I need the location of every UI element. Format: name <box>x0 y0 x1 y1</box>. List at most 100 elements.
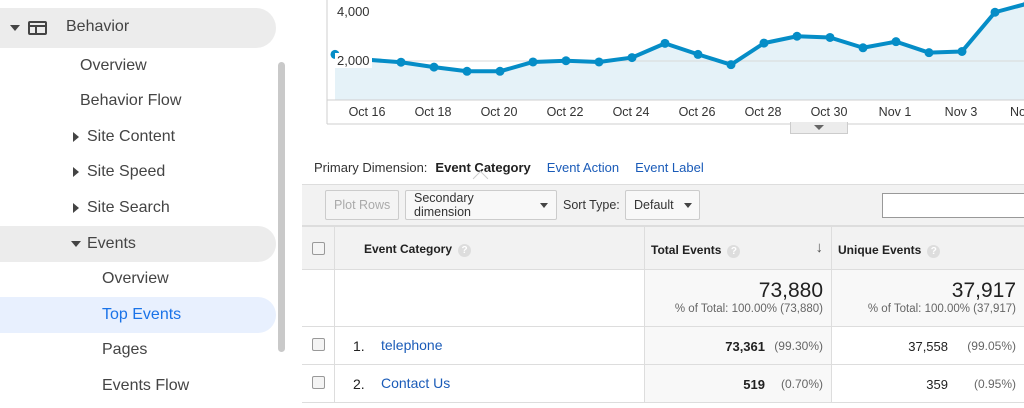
sidebar-item-events-flow[interactable]: Events Flow <box>102 368 189 404</box>
y-tick-label: 2,000 <box>335 53 372 68</box>
event-category-link[interactable]: Contact Us <box>381 375 451 391</box>
sidebar-section-behavior[interactable]: Behavior <box>0 8 276 48</box>
chevron-down-icon <box>814 125 824 130</box>
sidebar-item-top-events[interactable]: Top Events <box>0 297 276 333</box>
total-events-percent: % of Total: 100.00% (73,880) <box>674 303 823 315</box>
chart-point-oct-29[interactable] <box>792 31 802 41</box>
header-label: Total Events <box>651 243 722 257</box>
x-tick-label: Oct 28 <box>744 105 782 119</box>
sidebar-item-site-content[interactable]: Site Content <box>73 119 175 155</box>
chart-point-oct-21[interactable] <box>528 57 538 67</box>
sidebar-item-label: Events <box>87 235 136 252</box>
select-all-checkbox[interactable] <box>312 242 325 255</box>
help-icon[interactable]: ? <box>727 245 741 258</box>
chart-point-oct-18[interactable] <box>429 62 439 72</box>
sidebar-item-label: Site Search <box>87 199 170 216</box>
sidebar-item-label: Top Events <box>102 306 182 323</box>
unique-events-row-percent: (0.95%) <box>973 377 1016 391</box>
sort-type-value: Default <box>634 198 674 212</box>
chart-point-oct-23[interactable] <box>594 57 604 67</box>
chart-point-oct-30[interactable] <box>825 32 835 42</box>
sidebar-item-events[interactable]: Events <box>0 226 276 262</box>
x-tick-label: Oct 26 <box>678 105 716 119</box>
table-search-input[interactable] <box>882 193 1024 218</box>
sidebar-item-label: Site Speed <box>87 163 166 180</box>
unique-events-header[interactable]: Unique Events? <box>838 243 941 258</box>
x-tick-label: Oct 18 <box>414 105 452 119</box>
sidebar-item-label: Events Flow <box>102 377 190 394</box>
dimension-event-category: Event Category <box>435 159 531 175</box>
total-events-header[interactable]: Total Events? <box>651 243 741 258</box>
y-tick-label: 4,000 <box>335 4 372 19</box>
caret-right-icon <box>73 167 79 177</box>
header-label: Unique Events <box>838 243 922 257</box>
chart-point-oct-27[interactable] <box>726 60 736 70</box>
sidebar-item-site-search[interactable]: Site Search <box>73 190 170 226</box>
chart-point-nov-2[interactable] <box>924 48 934 58</box>
caret-right-icon <box>73 203 79 213</box>
dimension-event-action-link[interactable]: Event Action <box>546 159 620 175</box>
unique-events-percent: % of Total: 100.00% (37,917) <box>867 303 1016 315</box>
sidebar-item-pages[interactable]: Pages <box>102 332 147 368</box>
secondary-dimension-dropdown[interactable]: Secondary dimension <box>405 190 557 220</box>
chart-area-fill <box>335 4 1024 100</box>
plot-rows-label: Plot Rows <box>334 198 391 212</box>
chart-point-oct-26[interactable] <box>693 49 703 59</box>
sidebar-item-site-speed[interactable]: Site Speed <box>73 154 165 190</box>
row-rank: 2. <box>353 376 365 392</box>
sort-descending-icon[interactable]: ↓ <box>815 239 824 256</box>
chart-collapse-toggle[interactable] <box>790 122 848 134</box>
sidebar: Behavior Overview Behavior Flow Site Con… <box>0 0 290 408</box>
dimension-event-label-link[interactable]: Event Label <box>635 159 704 175</box>
sort-type-label: Sort Type: <box>563 198 620 212</box>
chart-point-oct-28[interactable] <box>759 38 769 48</box>
chart-point-oct-31[interactable] <box>858 43 868 53</box>
chart-point-oct-19[interactable] <box>462 66 472 76</box>
sidebar-item-label: Pages <box>102 341 148 358</box>
chart-point-oct-22[interactable] <box>561 56 571 66</box>
dropdown-caret-icon <box>540 202 548 208</box>
event-category-header[interactable]: Event Category? <box>364 242 472 257</box>
plot-rows-button[interactable]: Plot Rows <box>325 190 400 220</box>
row-checkbox[interactable] <box>312 376 325 389</box>
sidebar-item-label: Overview <box>80 57 147 74</box>
help-icon[interactable]: ? <box>927 245 941 258</box>
table-toolbar: Plot Rows Secondary dimension Sort Type:… <box>302 184 1024 226</box>
chart-point-oct-17[interactable] <box>396 57 406 67</box>
x-tick-label: Nov 3 <box>944 105 978 119</box>
dropdown-caret-icon <box>683 202 692 208</box>
header-label: Event Category <box>364 242 453 256</box>
help-icon[interactable]: ? <box>458 244 472 257</box>
sidebar-section-label: Behavior <box>66 18 130 35</box>
caret-down-icon <box>10 25 20 31</box>
chart-point-oct-24[interactable] <box>627 53 637 63</box>
sidebar-scrollbar[interactable] <box>278 62 285 352</box>
sort-type-dropdown[interactable]: Default <box>625 190 700 220</box>
table-row: 1. telephone 73,361 (99.30%) 37,558 (99.… <box>302 327 1024 365</box>
total-events-sum: 73,880 <box>758 279 823 302</box>
events-over-time-chart: 4,000 2,000 Oct 16 Oct 18 Oct 20 Oct 22 … <box>302 0 1024 150</box>
line-chart-svg <box>326 0 1024 125</box>
x-tick-label: Oct 16 <box>348 105 386 119</box>
report-main: 4,000 2,000 Oct 16 Oct 18 Oct 20 Oct 22 … <box>302 0 1024 408</box>
event-category-link[interactable]: telephone <box>381 337 443 353</box>
chart-point-oct-20[interactable] <box>495 66 505 76</box>
sidebar-item-label: Overview <box>102 270 169 287</box>
x-tick-label: Oct 22 <box>546 105 584 119</box>
total-events-value: 73,361 <box>725 339 765 354</box>
table-row: 2. Contact Us 519 (0.70%) 359 (0.95%) <box>302 365 1024 403</box>
sidebar-item-events-overview[interactable]: Overview <box>102 261 169 297</box>
unique-events-value: 37,558 <box>908 339 948 354</box>
chart-point-nov-1[interactable] <box>891 37 901 47</box>
chart-point-nov-4[interactable] <box>990 7 1000 17</box>
caret-right-icon <box>73 132 79 142</box>
sidebar-item-overview[interactable]: Overview <box>80 48 147 84</box>
sidebar-item-label: Behavior Flow <box>80 92 182 109</box>
row-checkbox[interactable] <box>312 338 325 351</box>
table-header-row: Event Category? Total Events? ↓ Unique E… <box>302 226 1024 270</box>
primary-dimension-bar: Primary Dimension: Event Category Event … <box>314 158 704 176</box>
sidebar-item-behavior-flow[interactable]: Behavior Flow <box>80 83 181 119</box>
chart-point-nov-3[interactable] <box>957 46 967 56</box>
chart-point-oct-25[interactable] <box>660 38 670 48</box>
totals-row: 73,880 % of Total: 100.00% (73,880) 37,9… <box>302 270 1024 327</box>
